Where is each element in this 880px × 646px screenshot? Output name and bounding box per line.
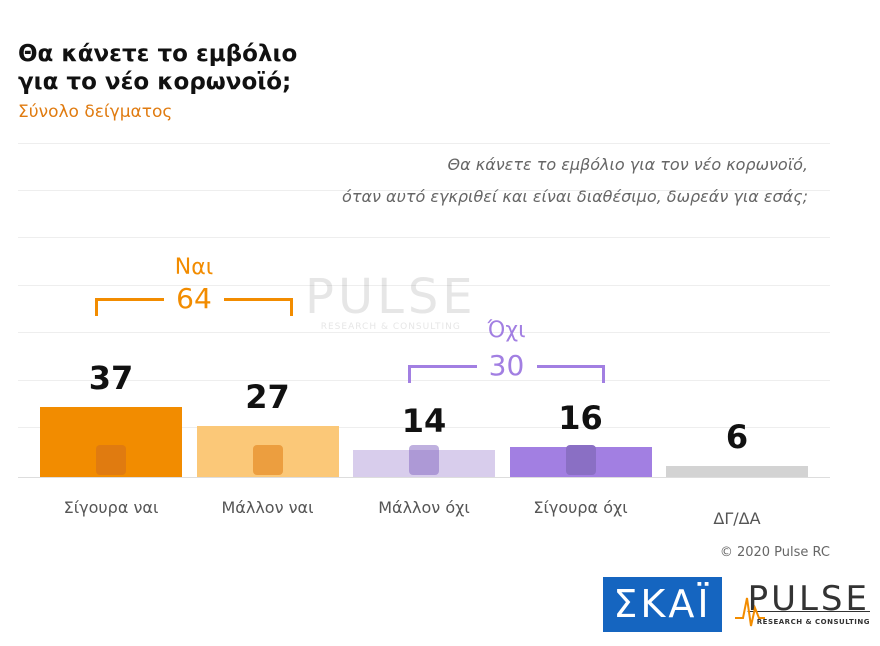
category-label: Μάλλον όχι — [378, 498, 470, 517]
gridline — [18, 285, 830, 286]
gridline — [18, 143, 830, 144]
copyright: © 2020 Pulse RC — [719, 545, 830, 560]
bracket-end — [602, 365, 605, 383]
group-total: 64 — [176, 282, 212, 315]
group-name: Ναι — [174, 255, 214, 280]
group-total: 30 — [488, 349, 525, 382]
pulse-logo: PULSE RESEARCH & CONSULTING — [735, 579, 870, 627]
pulse-name: PULSE — [747, 579, 870, 619]
gridline — [18, 190, 830, 191]
value-label: 14 — [401, 402, 447, 441]
gridline — [18, 237, 830, 238]
gridline — [18, 332, 830, 333]
bracket-end — [408, 365, 411, 383]
watermark-tagline: RESEARCH & CONSULTING — [320, 322, 461, 332]
value-label: 6 — [725, 417, 749, 456]
icon — [96, 445, 126, 475]
category-label: ΔΓ/ΔΑ — [713, 509, 761, 528]
watermark: PULSE RESEARCH & CONSULTING — [305, 272, 477, 332]
bracket — [224, 298, 293, 301]
group-name: Όχι — [487, 318, 526, 343]
question-line: όταν αυτό εγκριθεί και είναι διαθέσιμο, … — [342, 187, 808, 206]
category-label: Σίγουρα ναι — [63, 498, 159, 517]
gridline — [18, 427, 830, 428]
pulse-tagline: RESEARCH & CONSULTING — [756, 618, 870, 626]
bracket-end — [95, 298, 98, 316]
value-label: 37 — [88, 358, 134, 397]
bracket — [536, 365, 605, 368]
value-label: 27 — [245, 377, 290, 416]
pulse-wave — [735, 597, 765, 627]
category-label: Σίγουρα όχι — [533, 498, 628, 517]
bracket — [95, 298, 164, 301]
bracket — [408, 365, 477, 368]
gridline — [18, 380, 830, 381]
chart-title: Θα κάνετε το εμβόλιο για το νέο κορωνοϊό… — [18, 41, 298, 95]
icon — [409, 445, 439, 475]
category-label: Μάλλον ναι — [221, 498, 314, 517]
skai-logo: ΣΚΑΪ — [603, 577, 722, 632]
watermark-name: PULSE — [305, 269, 477, 325]
chart-subtitle: Σύνολο δείγματος — [18, 102, 173, 122]
value-label: 16 — [558, 398, 603, 437]
icon — [252, 445, 283, 475]
baseline — [18, 477, 830, 478]
question-line: Θα κάνετε το εμβόλιο για τον νέο κορωνοϊ… — [447, 155, 808, 174]
bar — [666, 465, 808, 477]
bracket-end — [290, 298, 293, 316]
icon — [565, 445, 596, 475]
